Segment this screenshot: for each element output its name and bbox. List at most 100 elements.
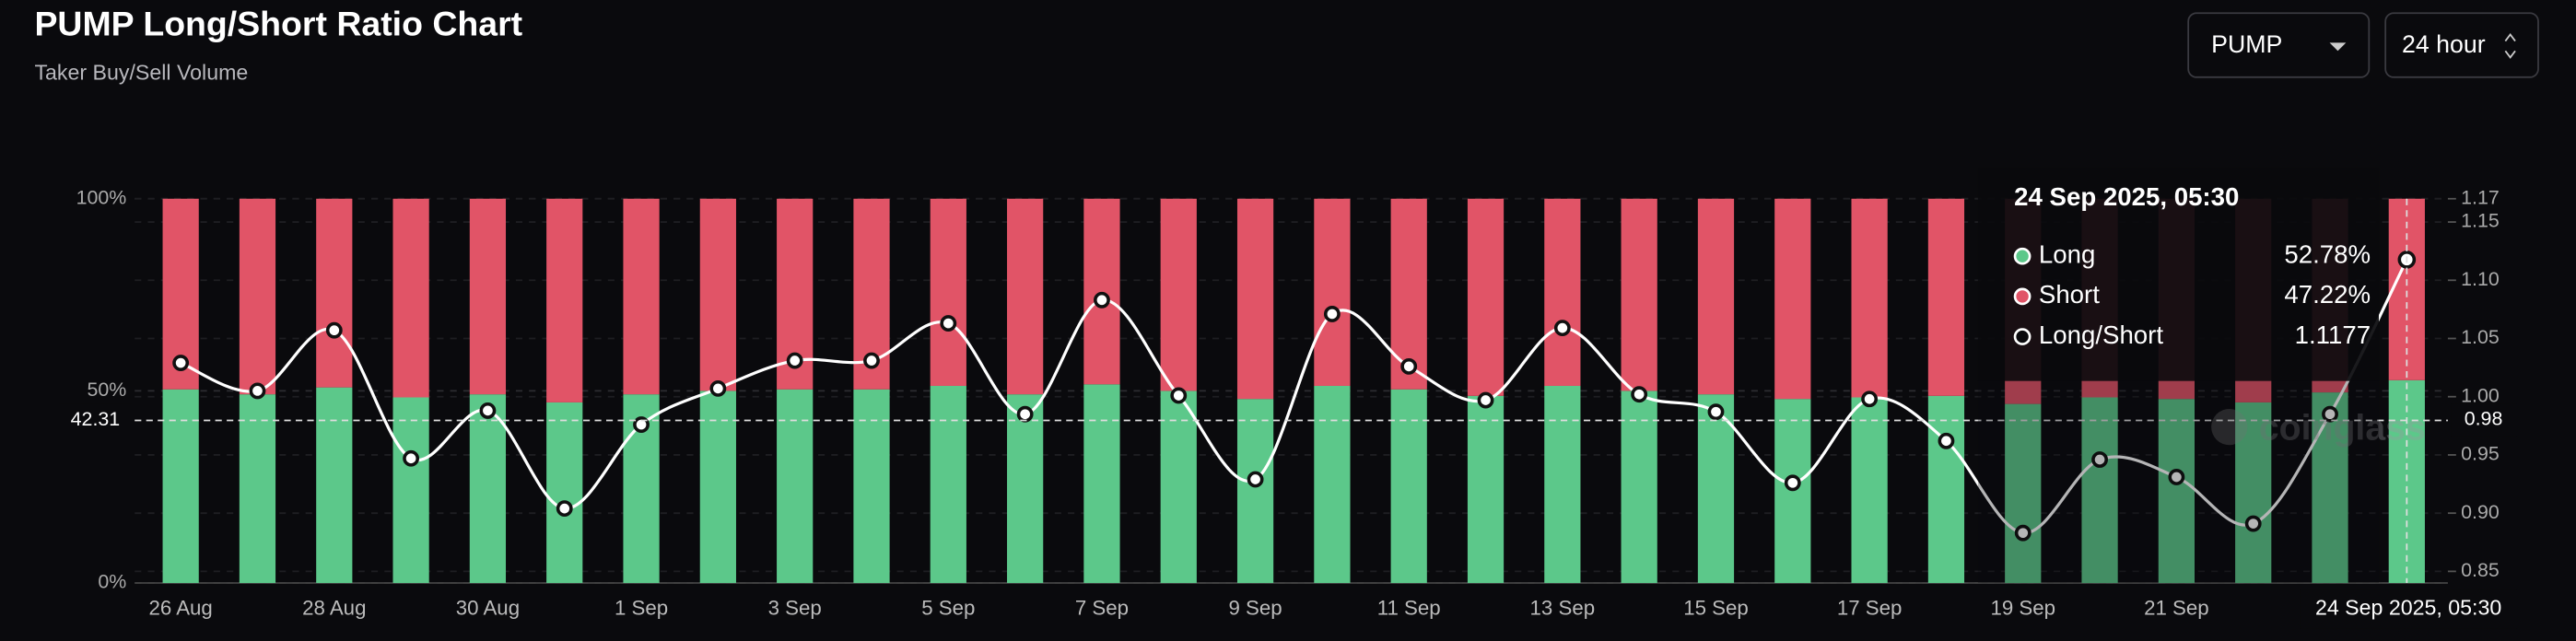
bar-long [699,390,736,584]
select-box[interactable] [2384,12,2539,78]
tooltip-dot [2013,247,2032,265]
bar-long [2158,399,2195,584]
watermark: coinglass [2259,408,2426,449]
bar-long [1544,385,1581,584]
bar-long [1160,390,1197,584]
tooltip-name: Long [2039,239,2095,268]
ratio-point [325,321,343,339]
bar-short [1083,198,1120,385]
bar-long [1390,389,1427,584]
bar-short [239,198,276,395]
y2-tick-label: 1.15 [2461,210,2500,232]
bar-long [1314,385,1351,584]
bar-short [1007,198,1044,395]
bar-short [1927,198,1965,396]
ratio-point [1094,291,1110,309]
bar-short [316,198,353,388]
x-tick-label: 30 Aug [456,596,520,619]
ratio-point [1016,405,1034,423]
bar-long [469,394,507,584]
select-value[interactable]: PUMP [2211,30,2282,58]
ratio-point [2168,469,2185,485]
bar-short [1160,198,1197,391]
tooltip-name: Short [2039,280,2100,309]
bar-short [1544,198,1581,386]
bar-short [1774,198,1811,400]
bar-short [1697,198,1735,395]
bar-long [1851,397,1888,584]
bar-long [1927,395,1965,584]
ratio-point [1247,471,1264,488]
bar-long [546,402,583,584]
bar-long [316,387,353,584]
y2-tick-label: 0.90 [2461,501,2500,523]
crosshair-y-label: 42.31 [71,408,121,430]
bar-long [239,394,276,584]
bar-long [1621,390,1657,584]
ratio-point [1784,474,1801,492]
ratio-line [180,259,2408,535]
y2-tick-label: 1.10 [2461,268,2500,290]
range-select[interactable]: 24 hour [2384,12,2539,78]
bar-long [392,397,429,584]
ratio-point [633,416,650,433]
x-tick-label: 13 Sep [1530,596,1596,619]
x-tick-label: 1 Sep [615,596,668,619]
x-tick-label: 21 Sep [2144,596,2209,619]
ratio-point [1400,357,1418,375]
tooltip: 24 Sep 2025, 05:30 Long 52.78% Short 47.22% L… [1977,167,2380,584]
crosshair-x-label: 24 Sep 2025, 05:30 [2315,596,2501,620]
ratio-point [403,449,420,467]
ratio-point [479,402,497,419]
bar-long [2081,397,2118,584]
updown-icon [2504,32,2516,59]
bar-short [623,198,660,395]
bar-long [1467,395,1505,584]
ratio-point [2244,515,2262,532]
bar-long [2235,402,2272,584]
tooltip-box [1977,167,2380,381]
x-tick-label: 7 Sep [1075,596,1129,619]
y2-tick-label: 0.95 [2461,443,2500,465]
bar-long [2312,392,2348,584]
coin-select[interactable]: PUMP [2187,12,2371,78]
ratio-point [1631,386,1648,403]
dropdown-icon [2329,42,2347,52]
ratio-point [1707,403,1725,421]
ratio-point [1938,432,1955,449]
ratio-point [1861,390,1879,408]
select-box[interactable] [2187,12,2371,78]
bar-long [777,389,814,584]
bar-long [162,389,199,584]
x-tick-label: 17 Sep [1837,596,1903,619]
watermark-icon [2211,409,2248,446]
x-tick-label: 5 Sep [921,596,975,619]
bar-long [853,389,890,584]
bar-short [1314,198,1351,386]
y-tick-label: 100% [76,186,127,208]
ratio-point [2014,524,2032,542]
tooltip-value: 52.78% [2284,239,2371,268]
bar-short [930,198,966,386]
page-title: PUMP Long/Short Ratio Chart [34,4,522,42]
crosshair-y2-label: 0.98 [2465,408,2503,430]
tooltip-dot [2013,287,2032,306]
bar-long [1007,394,1044,584]
bar-short [1236,198,1274,400]
x-tick-label: 3 Sep [768,596,822,619]
bar-short [469,198,507,395]
y-tick-label: 0% [98,571,126,593]
select-value[interactable]: 24 hour [2402,30,2486,58]
bar-short [1851,198,1888,398]
y2-tick-label: 0.85 [2461,559,2500,581]
tooltip-title: 24 Sep 2025, 05:30 [2014,182,2239,211]
crosshair-y-box [59,403,132,437]
bar-short [699,198,736,391]
y2-tick-label: 1.17 [2461,186,2500,208]
bar-long [1236,399,1274,584]
tooltip-shade [1977,380,2380,584]
bar-short [1467,198,1505,396]
ratio-point [863,352,880,369]
y-tick-label: 50% [88,379,127,401]
